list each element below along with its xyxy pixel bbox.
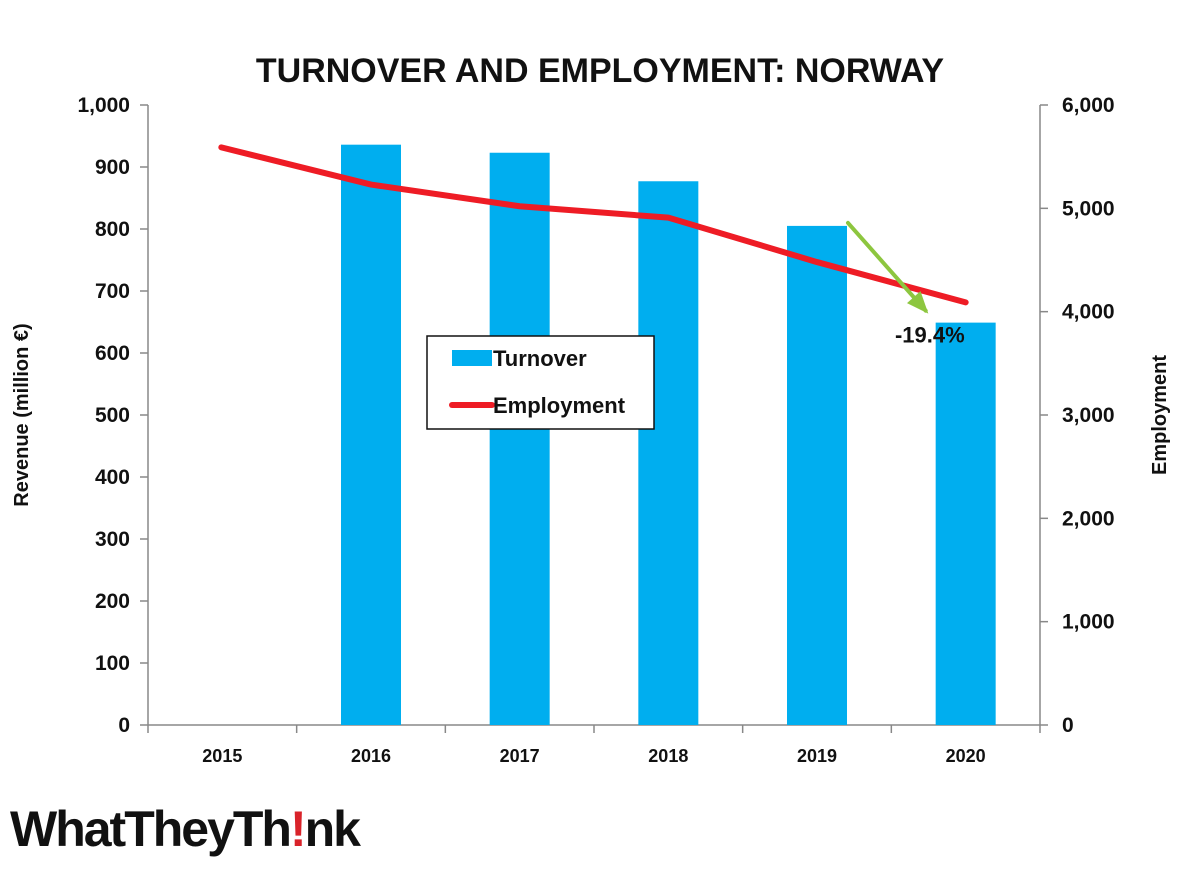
y-tick-label: 900: [95, 156, 130, 179]
x-tick-label: 2018: [648, 746, 688, 766]
x-tick-label: 2017: [500, 746, 540, 766]
whattheythink-logo: WhatTheyTh!nk: [10, 800, 361, 858]
chart-title: TURNOVER AND EMPLOYMENT: NORWAY: [256, 52, 945, 90]
annotation-label: -19.4%: [895, 323, 965, 348]
y-tick-label: 800: [95, 218, 130, 241]
x-tick-label: 2016: [351, 746, 391, 766]
y-tick-label: 400: [95, 466, 130, 489]
y2-tick-label: 3,000: [1062, 404, 1115, 427]
logo-text-part1: WhatTheyTh: [10, 801, 292, 857]
legend-label-turnover: Turnover: [493, 346, 587, 371]
y-tick-label: 600: [95, 342, 130, 365]
y2-tick-label: 5,000: [1062, 197, 1115, 220]
employment-line-layer: [218, 144, 969, 306]
y-axis-label: Revenue (million €): [11, 323, 33, 506]
legend: Turnover Employment: [426, 335, 655, 430]
change-annotation: -19.4%: [846, 220, 965, 348]
y2-axis-label: Employment: [1149, 355, 1171, 475]
y-tick-label: 200: [95, 590, 130, 613]
turnover-bar: [935, 322, 996, 725]
employment-line: [218, 144, 969, 306]
axes: 0 100 200 300 400 500 600 700 800 900 1,000 0 1,000 2…: [77, 94, 1114, 766]
y2-tick-label: 1,000: [1062, 611, 1115, 634]
turnover-bar: [638, 181, 699, 725]
x-tick-label: 2020: [946, 746, 986, 766]
turnover-bar: [341, 144, 401, 725]
y-tick-label: 1,000: [77, 94, 130, 117]
x-tick-label: 2015: [202, 746, 242, 766]
legend-label-employment: Employment: [493, 393, 626, 418]
y2-tick-label: 0: [1062, 714, 1074, 737]
annotation-arrow-head: [906, 291, 929, 314]
y2-tick-label: 2,000: [1062, 507, 1115, 530]
annotation-arrow: [846, 220, 928, 313]
turnover-bar: [489, 152, 550, 726]
y-tick-label: 700: [95, 280, 130, 303]
legend-swatch-turnover: [452, 350, 492, 366]
logo-exclamation: !: [289, 801, 307, 857]
y-tick-label: 300: [95, 528, 130, 551]
y2-tick-label: 6,000: [1062, 94, 1115, 117]
x-tick-label: 2019: [797, 746, 837, 766]
turnover-bar: [787, 225, 847, 725]
logo-text-part2: nk: [304, 801, 361, 857]
y-tick-label: 0: [118, 714, 130, 737]
y-tick-label: 500: [95, 404, 130, 427]
y2-tick-label: 4,000: [1062, 301, 1115, 324]
turnover-bars: [341, 144, 996, 726]
combo-chart: TURNOVER AND EMPLOYMENT: NORWAY 0 100 200 3…: [11, 52, 1171, 766]
y-tick-label: 100: [95, 652, 130, 675]
